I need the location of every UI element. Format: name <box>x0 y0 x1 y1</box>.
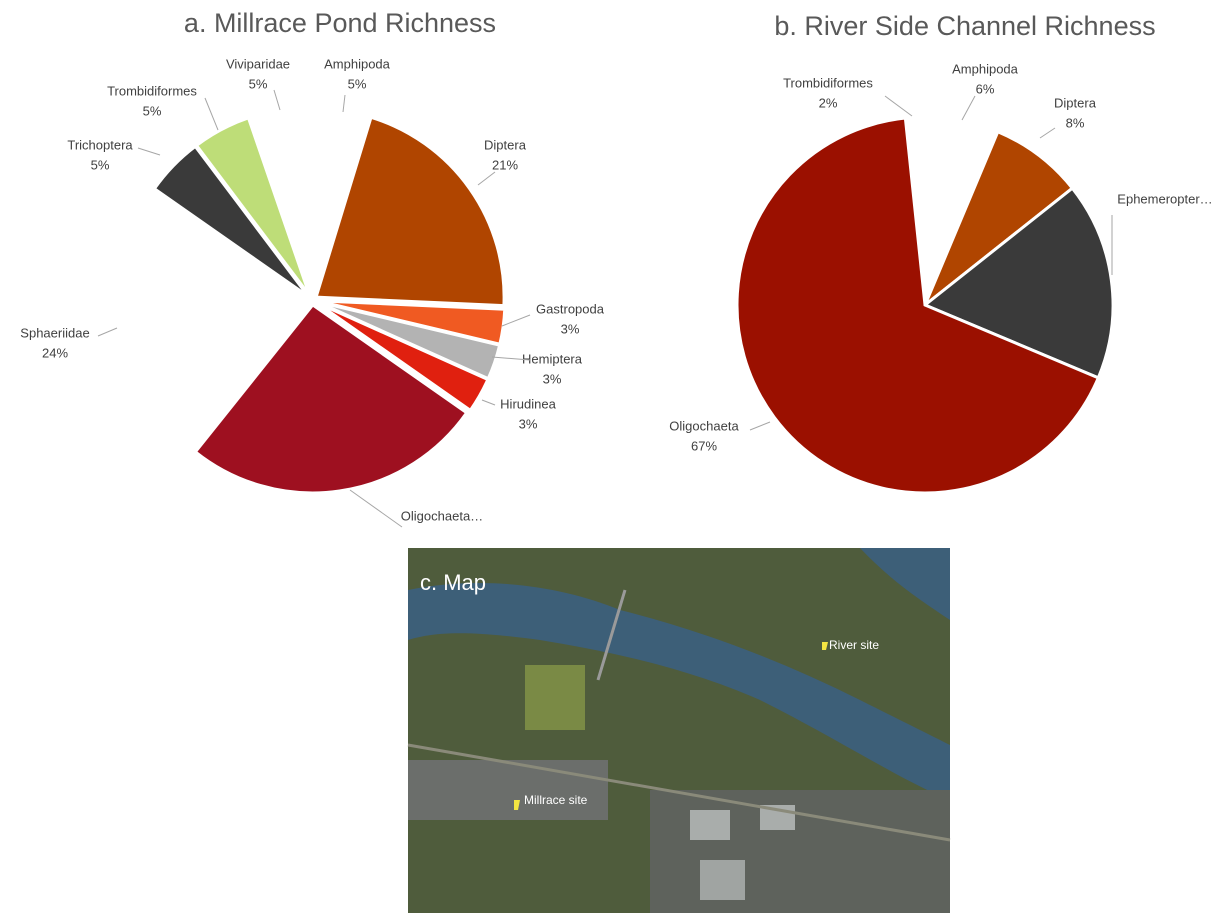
leader-line <box>482 400 495 405</box>
building <box>690 810 730 840</box>
chart-title: b. River Side Channel Richness <box>774 11 1155 41</box>
chart-title: a. Millrace Pond Richness <box>184 8 496 38</box>
slice-label: Amphipoda <box>952 61 1019 76</box>
leader-line <box>98 328 117 336</box>
figure: a. Millrace Pond Richness b. River Side … <box>0 0 1231 913</box>
slice-label: Trombidiformes <box>783 75 873 90</box>
leader-line <box>1040 128 1055 138</box>
leader-line <box>205 98 218 130</box>
slice-value-label: 5% <box>249 76 268 91</box>
slice-value-label: 3% <box>543 371 562 386</box>
slice-label: Oligochaeta… <box>401 508 483 523</box>
field <box>525 665 585 730</box>
slice-label: Ephemeropter… <box>1117 191 1212 206</box>
buildings <box>408 760 608 820</box>
leader-line <box>885 96 912 116</box>
slice-label: Diptera <box>484 137 527 152</box>
slice-value-label: 5% <box>91 157 110 172</box>
leader-line <box>962 96 975 120</box>
slice-value-label: 2% <box>819 95 838 110</box>
slice-value-label: 8% <box>1066 115 1085 130</box>
leader-line <box>502 315 530 326</box>
slice-value-label: 21% <box>492 157 518 172</box>
slice-value-label: 3% <box>519 416 538 431</box>
slice-label: Sphaeriidae <box>20 325 89 340</box>
map: c. Map River site Millrace site <box>408 548 950 913</box>
slice-value-label: 5% <box>348 76 367 91</box>
slice-value-label: 3% <box>561 321 580 336</box>
map-label: River site <box>829 638 879 652</box>
leader-line <box>274 90 280 110</box>
slice-label: Gastropoda <box>536 301 605 316</box>
slice-label: Hemiptera <box>522 351 583 366</box>
leader-line <box>138 148 160 155</box>
building <box>700 860 745 900</box>
slice-label: Oligochaeta <box>669 418 739 433</box>
slice-label: Trichoptera <box>67 137 133 152</box>
buildings <box>650 790 950 913</box>
slice-label: Viviparidae <box>226 56 290 71</box>
leader-line <box>750 422 770 430</box>
slice-label: Trombidiformes <box>107 83 197 98</box>
slice-value-label: 67% <box>691 438 717 453</box>
slice-label: Diptera <box>1054 95 1097 110</box>
leader-line <box>478 172 495 185</box>
slice-value-label: 5% <box>143 103 162 118</box>
map-title: c. Map <box>420 570 486 595</box>
slice-label: Amphipoda <box>324 56 391 71</box>
leader-line <box>350 490 402 527</box>
slice-value-label: 24% <box>42 345 68 360</box>
map-label: Millrace site <box>524 793 588 807</box>
slice-value-label: 6% <box>976 81 995 96</box>
slice-label: Hirudinea <box>500 396 556 411</box>
